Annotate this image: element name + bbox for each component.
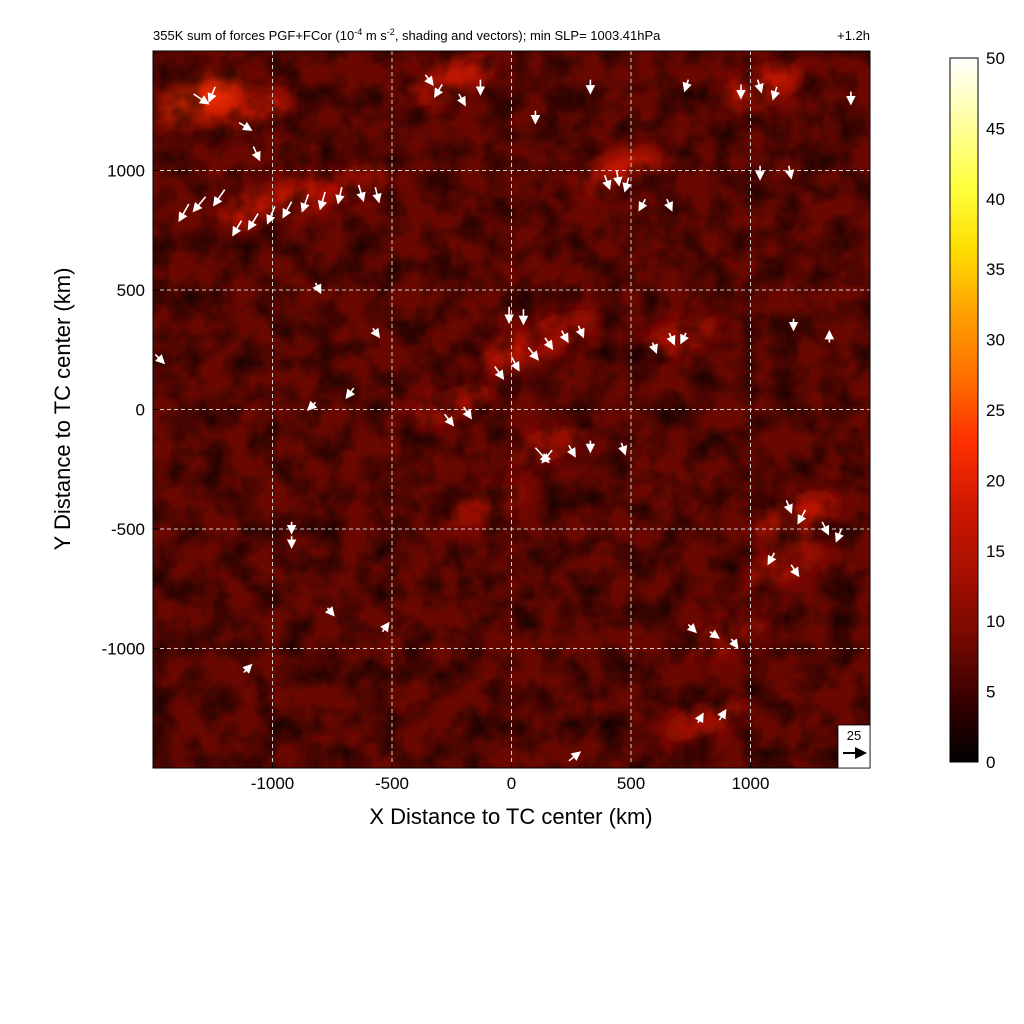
force-vector-42 (648, 342, 658, 355)
colorbar-bar (949, 57, 979, 763)
force-vector-54 (820, 521, 830, 536)
force-vector-41 (575, 325, 585, 339)
y-tick-label-0: -1000 (102, 640, 145, 659)
force-vector-3 (232, 220, 243, 237)
force-vector-11 (372, 187, 382, 204)
force-vector-63 (568, 751, 582, 762)
force-vector-29 (754, 79, 764, 94)
force-vector-70 (306, 400, 318, 411)
x-axis-title: X Distance to TC center (km) (369, 804, 652, 829)
force-vector-27 (682, 79, 692, 93)
x-tick-label-0: -1000 (251, 774, 294, 793)
force-vector-73 (312, 282, 322, 295)
force-vector-53 (797, 509, 807, 525)
colorbar-label-9: 45 (986, 119, 1005, 138)
force-vector-15 (251, 146, 261, 162)
force-vector-26 (664, 198, 673, 212)
force-vector-67 (380, 621, 390, 633)
y-tick-label-4: 1000 (107, 162, 145, 181)
force-vector-13 (207, 86, 217, 103)
force-vector-9 (335, 187, 345, 205)
force-vectors (154, 74, 856, 762)
y-tick-label-3: 500 (117, 281, 145, 300)
force-vector-51 (618, 442, 628, 456)
force-vector-61 (694, 712, 704, 724)
reference-vector-key: 25 (837, 724, 871, 769)
reference-vector-box (837, 724, 871, 769)
force-vector-55 (834, 528, 844, 543)
x-tick-label-3: 500 (617, 774, 645, 793)
force-vector-1 (192, 196, 207, 213)
colorbar-label-7: 35 (986, 260, 1005, 279)
force-vector-68 (242, 663, 253, 674)
colorbar-label-8: 40 (986, 190, 1005, 209)
force-vector-46 (462, 406, 472, 420)
force-vector-59 (709, 629, 720, 639)
x-axis-ticks: -1000 -500 0 500 1000 (251, 762, 770, 793)
y-tick-label-1: -500 (111, 520, 145, 539)
force-vector-37 (510, 356, 520, 372)
force-vector-49 (566, 444, 576, 458)
grid-lines (153, 51, 870, 768)
chart-title: 355K sum of forces PGF+FCor (10-4 m s-2,… (153, 27, 661, 43)
force-vector-4 (247, 213, 259, 231)
force-vector-18 (456, 93, 466, 107)
force-vector-12 (193, 93, 210, 105)
force-vector-71 (154, 353, 166, 365)
force-vector-17 (434, 84, 444, 99)
force-vector-52 (783, 500, 793, 515)
force-vector-2 (212, 189, 226, 207)
y-axis-title: Y Distance to TC center (km) (50, 268, 75, 551)
force-vector-25 (638, 198, 648, 212)
force-vector-60 (729, 638, 739, 649)
force-vector-62 (717, 708, 727, 721)
force-vector-6 (282, 201, 293, 219)
force-vector-30 (770, 86, 781, 101)
force-vector-69 (345, 387, 356, 400)
force-vector-0 (178, 203, 190, 223)
colorbar-labels: 0 5 10 15 20 25 30 35 40 45 50 (986, 49, 1005, 772)
force-vector-16 (424, 74, 434, 87)
colorbar-label-2: 10 (986, 612, 1005, 631)
colorbar-label-4: 20 (986, 471, 1005, 490)
x-tick-label-4: 1000 (732, 774, 770, 793)
colorbar: 0 5 10 15 20 25 30 35 40 45 50 (949, 49, 1005, 772)
y-axis-ticks: -1000 -500 0 500 1000 (102, 162, 159, 659)
force-vector-56 (767, 552, 777, 566)
force-vector-33 (784, 165, 795, 180)
force-vector-58 (686, 623, 697, 634)
colorbar-label-5: 25 (986, 401, 1005, 420)
force-vector-5 (266, 206, 276, 225)
colorbar-label-0: 0 (986, 753, 995, 772)
force-vector-66 (324, 606, 335, 617)
y-tick-label-2: 0 (136, 401, 145, 420)
reference-vector-label: 25 (847, 728, 861, 743)
force-vector-36 (494, 366, 505, 380)
colorbar-label-1: 5 (986, 683, 995, 702)
force-vector-38 (527, 346, 539, 361)
force-vector-40 (559, 330, 569, 344)
force-vector-8 (317, 191, 328, 211)
colorbar-label-10: 50 (986, 49, 1005, 68)
force-vector-44 (680, 332, 689, 345)
force-vector-39 (543, 337, 554, 351)
force-vector-72 (370, 327, 381, 339)
plot-area (153, 51, 870, 768)
x-tick-label-2: 0 (507, 774, 516, 793)
force-vector-23 (613, 170, 623, 187)
force-vector-10 (356, 184, 366, 203)
colorbar-label-6: 30 (986, 331, 1005, 350)
force-vector-45 (443, 413, 455, 427)
x-tick-label-1: -500 (375, 774, 409, 793)
force-vector-57 (790, 564, 800, 578)
time-label: +1.2h (837, 28, 870, 43)
colorbar-label-3: 15 (986, 542, 1005, 561)
force-vector-43 (666, 332, 676, 346)
force-vector-48 (541, 449, 553, 464)
force-vector-7 (300, 194, 310, 213)
force-vector-24 (622, 177, 632, 193)
force-vector-22 (602, 175, 612, 191)
force-vector-14 (238, 121, 253, 131)
